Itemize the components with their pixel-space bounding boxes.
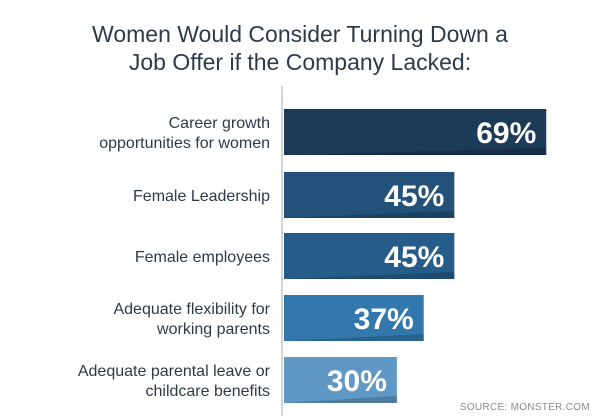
category-label-4-line-1: Adequate flexibility for: [113, 301, 270, 318]
bar-shade-3: [284, 272, 455, 279]
category-label-5-line-1: Adequate parental leave or: [78, 363, 271, 380]
bar-1: [284, 109, 547, 155]
value-label-4: 37%: [354, 303, 414, 336]
bar-shade-1: [284, 148, 547, 155]
value-label-3: 45%: [384, 241, 444, 274]
bar-shade-5: [284, 396, 397, 403]
category-label-3: Female employees: [135, 249, 270, 266]
source-note: SOURCE: MONSTER.COM: [459, 402, 590, 413]
bar-2: [284, 172, 455, 218]
category-label-2: Female Leadership: [133, 188, 270, 205]
category-label-2-line-1: Female Leadership: [133, 188, 270, 205]
category-label-3-line-1: Female employees: [135, 249, 270, 266]
bar-3: [284, 233, 455, 279]
value-label-2: 45%: [384, 180, 444, 213]
category-label-5: Adequate parental leave or childcare bene…: [78, 363, 271, 400]
value-label-5: 30%: [327, 365, 387, 398]
category-label-1-line-1: Career growth: [169, 115, 270, 132]
chart-title-line-2: Job Offer if the Company Lacked:: [128, 49, 472, 75]
category-label-5-line-2: childcare benefits: [145, 383, 270, 400]
category-label-4-line-2: working parents: [156, 321, 270, 338]
value-label-1: 69%: [476, 117, 536, 150]
category-label-1-line-2: opportunities for women: [99, 135, 270, 152]
category-label-1: Career growth opportunities for women: [99, 115, 270, 152]
bar-4: [284, 295, 424, 341]
category-label-4: Adequate flexibility for working parents: [113, 301, 270, 338]
chart-title: Women Would Consider Turning Down a Job …: [0, 20, 600, 76]
chart-title-line-1: Women Would Consider Turning Down a: [92, 21, 508, 47]
bar-shade-4: [284, 334, 424, 341]
bar-shade-2: [284, 211, 455, 218]
bar-5: [284, 357, 397, 403]
